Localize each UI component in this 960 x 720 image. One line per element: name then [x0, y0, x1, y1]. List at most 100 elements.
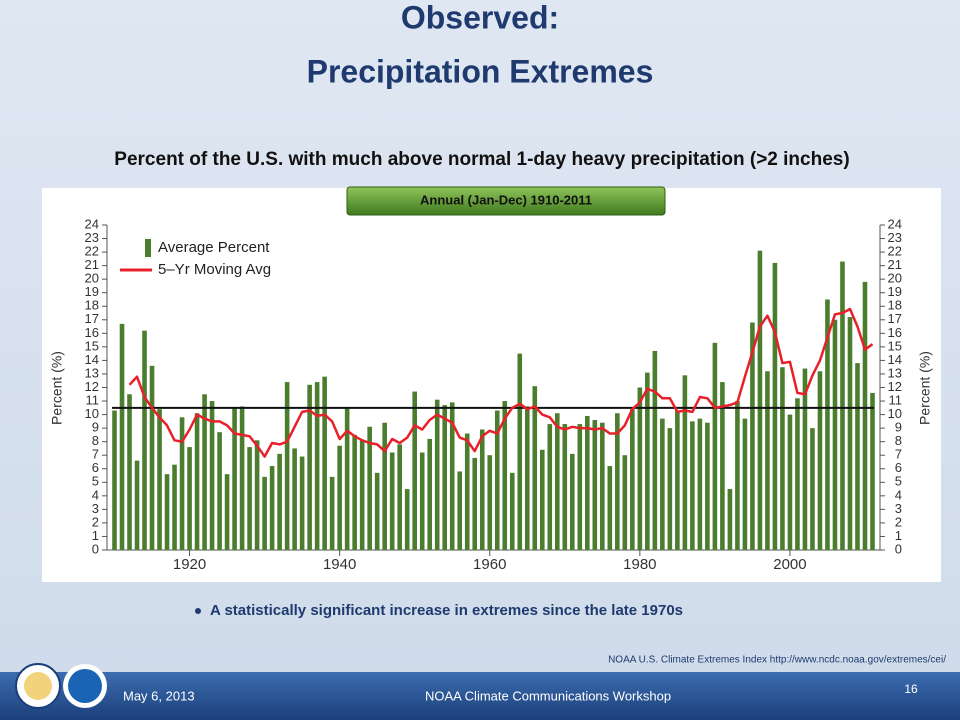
y-tick-label: 4 — [92, 487, 99, 502]
bar — [637, 387, 643, 550]
bar — [134, 460, 140, 550]
y-tick-label: 15 — [85, 338, 99, 353]
bar — [795, 398, 800, 550]
bar — [374, 472, 380, 550]
chart-subtitle: Annual (Jan-Dec) 1910-2011 — [420, 192, 592, 207]
bar — [472, 457, 478, 550]
bar — [322, 376, 327, 550]
bar — [660, 418, 665, 550]
y-tick-label: 2 — [92, 514, 99, 529]
y-tick-label: 11 — [86, 392, 100, 407]
y2-tick-label: 17 — [888, 311, 902, 326]
title: Observed: — [401, 0, 559, 35]
y2-tick-label: 18 — [888, 298, 902, 313]
bar — [179, 417, 185, 550]
bar — [727, 489, 733, 550]
bar — [690, 421, 695, 550]
y-tick-label: 21 — [85, 257, 99, 272]
bar — [825, 299, 830, 550]
bar — [209, 401, 215, 550]
bar — [532, 386, 538, 550]
bar — [254, 440, 260, 550]
bar — [750, 322, 755, 550]
y-tick-label: 0 — [92, 541, 99, 556]
bar — [509, 472, 515, 550]
bar — [127, 394, 132, 550]
bar — [547, 424, 553, 550]
bar — [314, 382, 320, 550]
bar — [337, 445, 342, 550]
bar — [157, 409, 162, 550]
bar — [840, 261, 845, 550]
bar — [187, 447, 192, 550]
bar — [524, 406, 530, 550]
bar — [862, 281, 868, 550]
bar — [457, 471, 463, 550]
bar — [352, 434, 357, 550]
bar — [847, 317, 853, 550]
bar — [412, 391, 417, 550]
y2-axis-label: Percent (%) — [917, 351, 933, 425]
footer-date: May 6, 2013 — [123, 688, 195, 703]
bar — [539, 449, 545, 550]
y2-tick-label: 8 — [895, 433, 902, 448]
y-tick-label: 3 — [92, 501, 99, 516]
y-tick-label: 22 — [85, 244, 99, 259]
bar — [149, 365, 155, 550]
bar — [817, 371, 823, 550]
y-tick-label: 6 — [92, 460, 99, 475]
bar — [554, 413, 560, 550]
bar — [607, 466, 613, 550]
bar — [562, 424, 568, 550]
bar — [585, 415, 590, 550]
bar — [224, 474, 230, 550]
chart-title: Percent of the U.S. with much above norm… — [114, 149, 849, 170]
y2-tick-label: 6 — [895, 460, 902, 475]
bar — [239, 406, 245, 550]
bar — [494, 410, 500, 550]
bar — [712, 342, 718, 550]
y2-tick-label: 13 — [888, 365, 902, 380]
y2-tick-label: 4 — [895, 487, 902, 502]
y2-tick-label: 23 — [888, 230, 902, 245]
y-tick-label: 13 — [85, 365, 99, 380]
bar — [307, 384, 312, 550]
y2-tick-label: 19 — [888, 284, 902, 299]
bar — [735, 401, 740, 550]
bar — [487, 455, 493, 550]
y2-tick-label: 10 — [888, 406, 902, 421]
bar — [194, 413, 200, 550]
bar — [172, 464, 177, 550]
bar — [787, 414, 793, 550]
bar — [675, 410, 680, 550]
y2-tick-label: 16 — [888, 325, 902, 340]
source: NOAA U.S. Climate Extremes Index http://… — [608, 655, 946, 666]
doc-logo — [24, 672, 52, 700]
bar — [600, 422, 605, 550]
bar — [705, 422, 710, 550]
bar — [502, 401, 508, 550]
bar — [119, 323, 125, 550]
y-tick-label: 7 — [92, 447, 99, 462]
bar — [269, 466, 275, 550]
x-tick-label: 1940 — [323, 556, 356, 573]
bar — [697, 418, 703, 550]
bar — [464, 433, 470, 550]
y-axis-label: Percent (%) — [49, 351, 65, 425]
page-number: 16 — [904, 682, 918, 696]
bar — [247, 447, 252, 550]
y-tick-label: 8 — [92, 433, 99, 448]
y2-tick-label: 3 — [895, 501, 902, 516]
y-tick-label: 10 — [85, 406, 99, 421]
y-tick-label: 23 — [85, 230, 99, 245]
bar — [382, 422, 387, 550]
bar — [404, 489, 410, 550]
x-tick-label: 2000 — [773, 556, 806, 573]
footer-text: NOAA Climate Communications Workshop — [425, 688, 671, 703]
bar — [202, 394, 207, 550]
bullet-dot — [195, 608, 201, 614]
bar — [780, 367, 785, 550]
banner — [346, 186, 666, 216]
y-tick-label: 9 — [92, 420, 99, 435]
